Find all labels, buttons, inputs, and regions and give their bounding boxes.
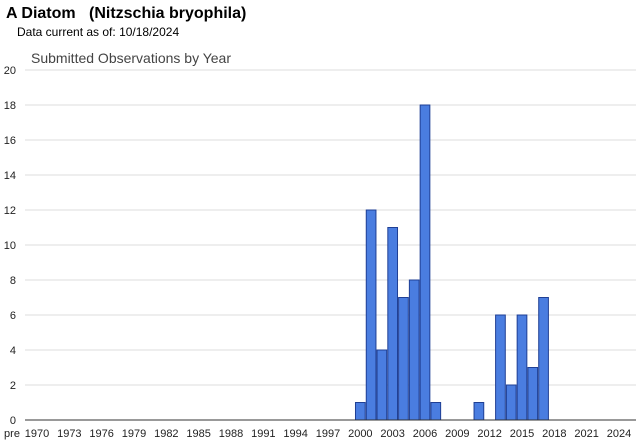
- x-tick-label: pre: [4, 428, 20, 440]
- bar-2013: [495, 314, 506, 421]
- y-axis-ticks: 0 2 4 6 8 10 12 14 16 18 20: [4, 65, 16, 427]
- data-current-label: Data current as of:: [17, 25, 116, 39]
- bar-2000: [354, 402, 366, 421]
- y-tick-label: 2: [10, 380, 16, 392]
- x-tick-label: 1991: [251, 428, 275, 440]
- bar-2001: [365, 209, 377, 421]
- x-tick-label: 2009: [445, 428, 469, 440]
- data-current-note: Data current as of: 10/18/2024: [17, 25, 179, 39]
- bar-2017: [538, 297, 549, 421]
- y-tick-label: 20: [4, 65, 16, 77]
- x-tick-label: 1985: [186, 428, 210, 440]
- bar-2014: [505, 384, 517, 421]
- x-tick-label: 1997: [316, 428, 340, 440]
- x-tick-label: 2015: [510, 428, 534, 440]
- x-tick-label: 1988: [219, 428, 243, 440]
- bar-2003: [387, 227, 399, 421]
- y-tick-label: 10: [4, 240, 16, 252]
- x-axis-ticks: pre 1970 1973 1976 1979 1982 1985 1988 1991 1994 1…: [4, 428, 631, 440]
- bar-2015: [516, 314, 528, 421]
- grid-lines: [25, 69, 636, 386]
- x-tick-label: 2012: [477, 428, 501, 440]
- x-tick-label: 2000: [348, 428, 372, 440]
- x-tick-label: 1982: [154, 428, 178, 440]
- y-tick-label: 16: [4, 135, 16, 147]
- y-tick-label: 4: [10, 345, 16, 357]
- bar-2005: [408, 279, 420, 421]
- x-tick-label: 1976: [89, 428, 113, 440]
- species-scientific-name: (Nitzschia bryophila): [88, 5, 247, 22]
- species-common-name: A Diatom: [6, 5, 76, 22]
- bars: [354, 104, 549, 421]
- y-tick-label: 0: [10, 415, 16, 427]
- x-tick-label: 2024: [607, 428, 631, 440]
- y-tick-label: 8: [10, 275, 16, 287]
- x-tick-label: 1973: [57, 428, 81, 440]
- y-tick-label: 6: [10, 310, 16, 322]
- bar-2016: [527, 367, 539, 421]
- x-tick-label: 1970: [25, 428, 49, 440]
- x-tick-label: 2018: [542, 428, 566, 440]
- x-tick-label: 1994: [283, 428, 307, 440]
- bar-2007: [430, 402, 442, 421]
- y-tick-label: 14: [4, 170, 16, 182]
- page-title: A Diatom (Nitzschia bryophila): [6, 5, 246, 23]
- bar-2006: [419, 104, 431, 421]
- data-current-date: 10/18/2024: [119, 25, 180, 39]
- x-tick-label: 2003: [380, 428, 404, 440]
- bar-2004: [398, 297, 409, 421]
- bar-2002: [376, 349, 388, 421]
- y-tick-label: 18: [4, 100, 16, 112]
- chart-title: Submitted Observations by Year: [31, 50, 231, 66]
- x-tick-label: 2021: [574, 428, 598, 440]
- bar-2011: [473, 402, 485, 421]
- x-tick-label: 2006: [413, 428, 437, 440]
- y-tick-label: 12: [4, 205, 16, 217]
- x-tick-label: 1979: [122, 428, 146, 440]
